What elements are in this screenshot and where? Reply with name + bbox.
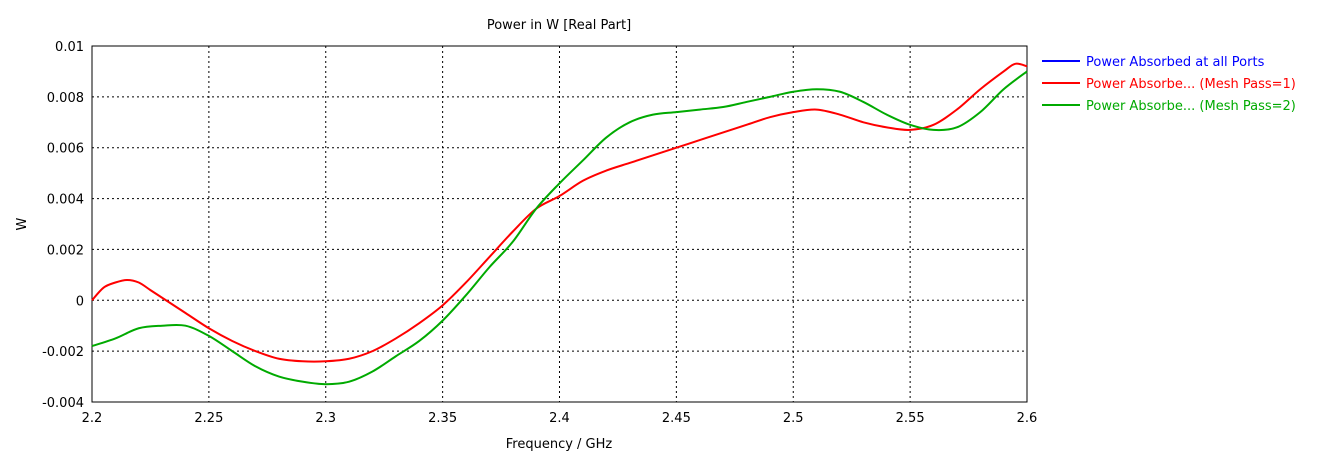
y-tick-label: 0.008 <box>47 91 84 106</box>
y-tick-label: 0.002 <box>47 243 84 258</box>
x-tick-label: 2.55 <box>896 411 925 426</box>
x-tick-label: 2.45 <box>662 411 691 426</box>
y-tick-label: 0.004 <box>47 193 84 208</box>
x-tick-label: 2.35 <box>428 411 457 426</box>
y-tick-label: -0.004 <box>42 396 84 411</box>
series-line-3 <box>91 70 1028 386</box>
y-tick-label: -0.002 <box>42 345 84 360</box>
x-tick-label: 2.2 <box>82 411 103 426</box>
y-axis-label: W <box>15 217 30 230</box>
y-tick-label: 0.01 <box>55 40 84 55</box>
y-axis-ticks: -0.004 -0.002 0 0.002 0.004 0.006 0.008 0.01 <box>42 40 84 411</box>
legend-label-3: Power Absorbe... (Mesh Pass=2) <box>1086 99 1296 114</box>
legend-label-1: Power Absorbed at all Ports <box>1086 55 1265 70</box>
x-tick-label: 2.6 <box>1017 411 1038 426</box>
x-axis-label: Frequency / GHz <box>506 437 613 452</box>
y-tick-label: 0.006 <box>47 142 84 157</box>
grid-lines <box>92 46 1027 402</box>
chart-title: Power in W [Real Part] <box>487 18 631 33</box>
x-tick-label: 2.25 <box>194 411 223 426</box>
x-tick-label: 2.5 <box>783 411 804 426</box>
y-tick-label: 0 <box>76 294 84 309</box>
x-axis-ticks: 2.2 2.25 2.3 2.35 2.4 2.45 2.5 2.55 2.6 <box>82 411 1038 426</box>
x-tick-label: 2.4 <box>549 411 570 426</box>
series-lines <box>91 62 1028 386</box>
x-tick-label: 2.3 <box>315 411 336 426</box>
legend: Power Absorbed at all Ports Power Absorbe… <box>1042 55 1296 114</box>
plot-area <box>91 45 1028 403</box>
legend-label-2: Power Absorbe... (Mesh Pass=1) <box>1086 77 1296 92</box>
